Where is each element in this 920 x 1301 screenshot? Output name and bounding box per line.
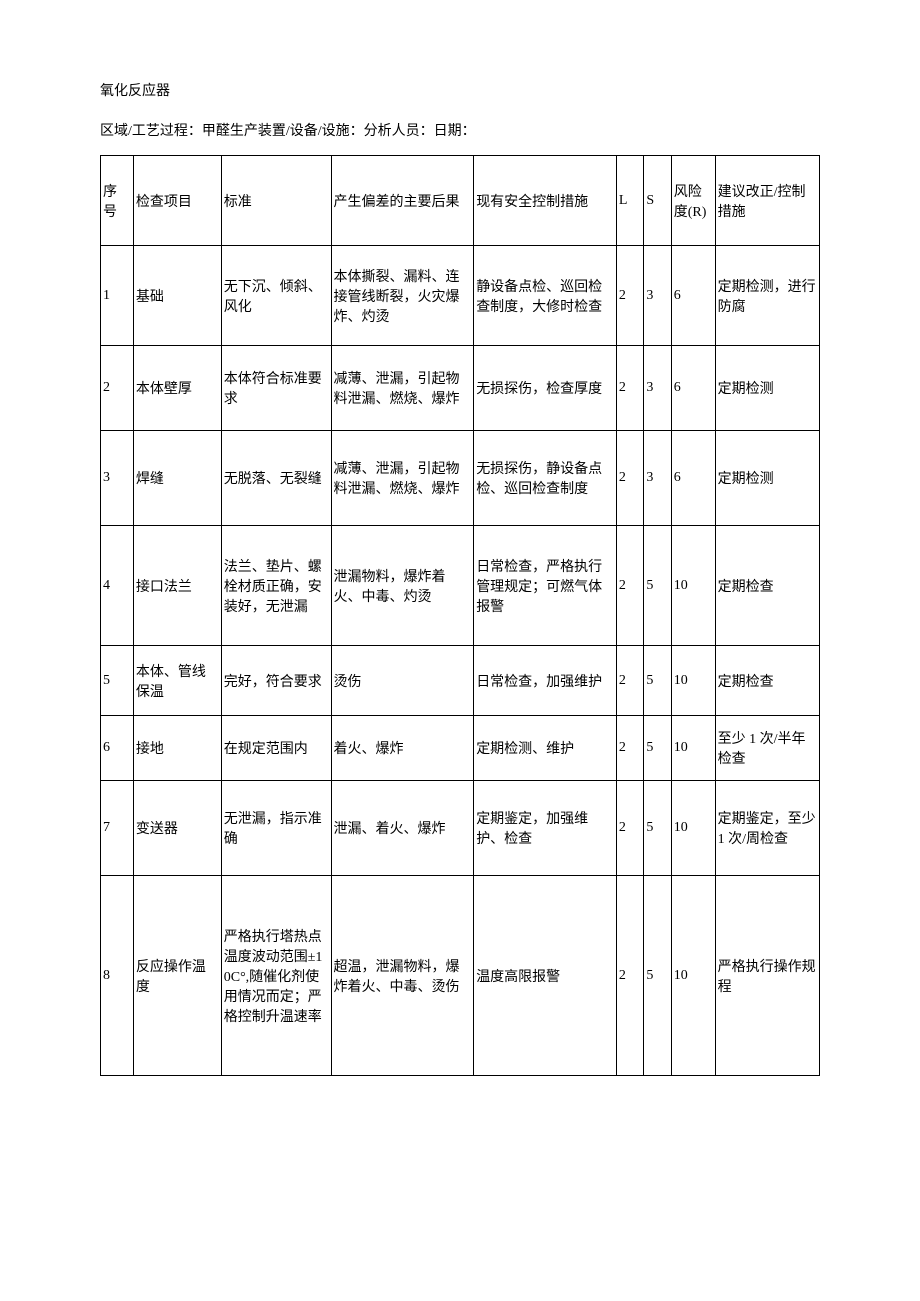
cell-r: 6 bbox=[671, 431, 715, 526]
cell-s: 3 bbox=[644, 431, 671, 526]
cell-s: 5 bbox=[644, 716, 671, 781]
cell-seq: 6 bbox=[101, 716, 134, 781]
cell-recommend: 定期检测 bbox=[715, 346, 819, 431]
cell-recommend: 定期检查 bbox=[715, 526, 819, 646]
cell-r: 10 bbox=[671, 646, 715, 716]
header-s: S bbox=[644, 156, 671, 246]
cell-s: 5 bbox=[644, 526, 671, 646]
checklist-table: 序号 检查项目 标准 产生偏差的主要后果 现有安全控制措施 L S 风险度(R)… bbox=[100, 155, 820, 1076]
cell-deviation: 泄漏、着火、爆炸 bbox=[331, 781, 474, 876]
table-row: 6 接地 在规定范围内 着火、爆炸 定期检测、维护 2 5 10 至少 1 次/… bbox=[101, 716, 820, 781]
cell-control: 无损探伤，静设备点检、巡回检查制度 bbox=[474, 431, 617, 526]
cell-s: 3 bbox=[644, 346, 671, 431]
header-item: 检查项目 bbox=[133, 156, 221, 246]
cell-recommend: 至少 1 次/半年检查 bbox=[715, 716, 819, 781]
cell-r: 6 bbox=[671, 346, 715, 431]
cell-deviation: 着火、爆炸 bbox=[331, 716, 474, 781]
cell-control: 静设备点检、巡回检查制度，大修时检查 bbox=[474, 246, 617, 346]
cell-deviation: 烫伤 bbox=[331, 646, 474, 716]
cell-l: 2 bbox=[616, 526, 643, 646]
header-deviation: 产生偏差的主要后果 bbox=[331, 156, 474, 246]
cell-seq: 5 bbox=[101, 646, 134, 716]
table-row: 4 接口法兰 法兰、垫片、螺栓材质正确，安装好，无泄漏 泄漏物料，爆炸着火、中毒… bbox=[101, 526, 820, 646]
cell-deviation: 泄漏物料，爆炸着火、中毒、灼烫 bbox=[331, 526, 474, 646]
cell-r: 10 bbox=[671, 876, 715, 1076]
header-r: 风险度(R) bbox=[671, 156, 715, 246]
cell-recommend: 定期检查 bbox=[715, 646, 819, 716]
cell-seq: 1 bbox=[101, 246, 134, 346]
cell-s: 5 bbox=[644, 646, 671, 716]
cell-standard: 无泄漏，指示准确 bbox=[221, 781, 331, 876]
cell-item: 反应操作温度 bbox=[133, 876, 221, 1076]
cell-l: 2 bbox=[616, 431, 643, 526]
cell-r: 10 bbox=[671, 526, 715, 646]
document-title: 氧化反应器 bbox=[100, 80, 820, 100]
cell-standard: 本体符合标准要求 bbox=[221, 346, 331, 431]
cell-item: 接地 bbox=[133, 716, 221, 781]
cell-seq: 7 bbox=[101, 781, 134, 876]
cell-l: 2 bbox=[616, 646, 643, 716]
table-row: 1 基础 无下沉、倾斜、风化 本体撕裂、漏料、连接管线断裂，火灾爆炸、灼烫 静设… bbox=[101, 246, 820, 346]
cell-control: 定期鉴定，加强维护、检查 bbox=[474, 781, 617, 876]
cell-standard: 法兰、垫片、螺栓材质正确，安装好，无泄漏 bbox=[221, 526, 331, 646]
cell-l: 2 bbox=[616, 716, 643, 781]
cell-l: 2 bbox=[616, 781, 643, 876]
cell-seq: 3 bbox=[101, 431, 134, 526]
cell-s: 5 bbox=[644, 781, 671, 876]
table-row: 2 本体壁厚 本体符合标准要求 减薄、泄漏，引起物料泄漏、燃烧、爆炸 无损探伤，… bbox=[101, 346, 820, 431]
table-row: 8 反应操作温度 严格执行塔热点温度波动范围±10C°,随催化剂使用情况而定；严… bbox=[101, 876, 820, 1076]
cell-item: 本体、管线保温 bbox=[133, 646, 221, 716]
table-row: 5 本体、管线保温 完好，符合要求 烫伤 日常检查，加强维护 2 5 10 定期… bbox=[101, 646, 820, 716]
cell-control: 日常检查，加强维护 bbox=[474, 646, 617, 716]
cell-r: 10 bbox=[671, 781, 715, 876]
cell-control: 日常检查，严格执行管理规定；可燃气体报警 bbox=[474, 526, 617, 646]
cell-r: 10 bbox=[671, 716, 715, 781]
document-subtitle: 区域/工艺过程：甲醛生产装置/设备/设施：分析人员：日期： bbox=[100, 120, 820, 140]
cell-standard: 严格执行塔热点温度波动范围±10C°,随催化剂使用情况而定；严格控制升温速率 bbox=[221, 876, 331, 1076]
cell-control: 温度高限报警 bbox=[474, 876, 617, 1076]
cell-control: 无损探伤，检查厚度 bbox=[474, 346, 617, 431]
cell-l: 2 bbox=[616, 246, 643, 346]
cell-item: 基础 bbox=[133, 246, 221, 346]
cell-s: 5 bbox=[644, 876, 671, 1076]
cell-deviation: 本体撕裂、漏料、连接管线断裂，火灾爆炸、灼烫 bbox=[331, 246, 474, 346]
cell-deviation: 减薄、泄漏，引起物料泄漏、燃烧、爆炸 bbox=[331, 346, 474, 431]
header-l: L bbox=[616, 156, 643, 246]
cell-seq: 4 bbox=[101, 526, 134, 646]
table-header-row: 序号 检查项目 标准 产生偏差的主要后果 现有安全控制措施 L S 风险度(R)… bbox=[101, 156, 820, 246]
cell-deviation: 减薄、泄漏，引起物料泄漏、燃烧、爆炸 bbox=[331, 431, 474, 526]
cell-deviation: 超温，泄漏物料，爆炸着火、中毒、烫伤 bbox=[331, 876, 474, 1076]
cell-recommend: 严格执行操作规程 bbox=[715, 876, 819, 1076]
cell-seq: 2 bbox=[101, 346, 134, 431]
cell-l: 2 bbox=[616, 346, 643, 431]
cell-item: 变送器 bbox=[133, 781, 221, 876]
cell-r: 6 bbox=[671, 246, 715, 346]
cell-item: 接口法兰 bbox=[133, 526, 221, 646]
cell-standard: 完好，符合要求 bbox=[221, 646, 331, 716]
cell-recommend: 定期检测，进行防腐 bbox=[715, 246, 819, 346]
header-standard: 标准 bbox=[221, 156, 331, 246]
cell-standard: 无脱落、无裂缝 bbox=[221, 431, 331, 526]
cell-s: 3 bbox=[644, 246, 671, 346]
cell-l: 2 bbox=[616, 876, 643, 1076]
cell-item: 本体壁厚 bbox=[133, 346, 221, 431]
cell-recommend: 定期鉴定，至少 1 次/周检查 bbox=[715, 781, 819, 876]
table-row: 3 焊缝 无脱落、无裂缝 减薄、泄漏，引起物料泄漏、燃烧、爆炸 无损探伤，静设备… bbox=[101, 431, 820, 526]
cell-seq: 8 bbox=[101, 876, 134, 1076]
cell-recommend: 定期检测 bbox=[715, 431, 819, 526]
cell-standard: 在规定范围内 bbox=[221, 716, 331, 781]
cell-standard: 无下沉、倾斜、风化 bbox=[221, 246, 331, 346]
cell-item: 焊缝 bbox=[133, 431, 221, 526]
header-recommend: 建议改正/控制措施 bbox=[715, 156, 819, 246]
header-control: 现有安全控制措施 bbox=[474, 156, 617, 246]
header-seq: 序号 bbox=[101, 156, 134, 246]
cell-control: 定期检测、维护 bbox=[474, 716, 617, 781]
table-row: 7 变送器 无泄漏，指示准确 泄漏、着火、爆炸 定期鉴定，加强维护、检查 2 5… bbox=[101, 781, 820, 876]
